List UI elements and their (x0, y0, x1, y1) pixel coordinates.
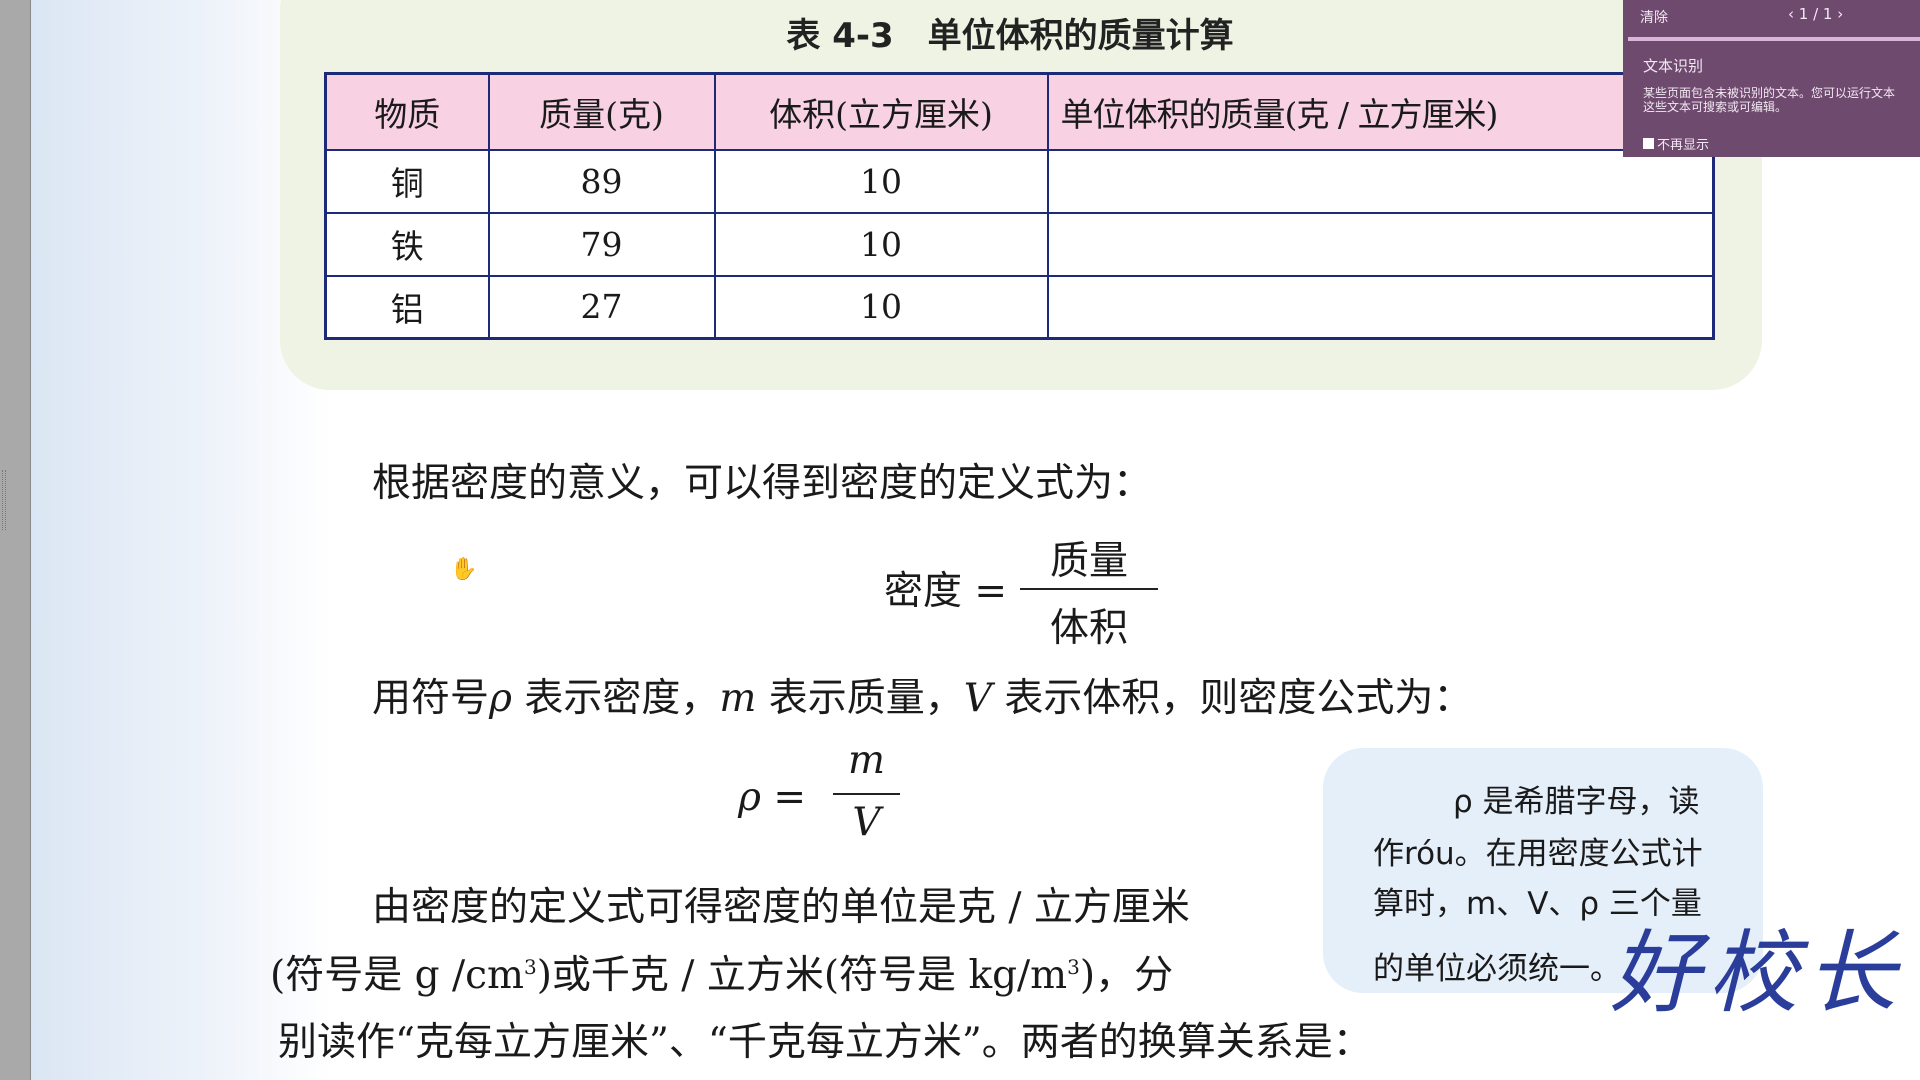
side-note: ρ 是希腊字母，读 作róu。在用密度公式计 算时，m、V、ρ 三个量 的单位必… (1323, 748, 1763, 993)
note-line: ρ 是希腊字母，读 (1453, 784, 1700, 820)
cell (1046, 148, 1715, 214)
text: 表示密度， (511, 676, 720, 721)
text: )或千克 / 立方米(符号是 kg/m (536, 953, 1068, 998)
splitter-grip[interactable] (2, 470, 6, 530)
cell (1046, 274, 1715, 340)
formula-lhs: ρ = (738, 775, 807, 820)
text: (符号是 g /cm (270, 953, 524, 998)
symbol-sentence: 用符号ρ 表示密度，m 表示质量，V 表示体积，则密度公式为： (372, 667, 1472, 723)
table-row: 铝 27 10 (324, 274, 1715, 340)
divider (1628, 37, 1920, 41)
definition-intro: 根据密度的意义，可以得到密度的定义式为： (372, 461, 1153, 506)
text-recognition-panel: 清除 ‹ 1 / 1 › 文本识别 某些页面包含未被识别的文本。您可以运行文本这… (1623, 0, 1920, 157)
note-line: 算时，m、V、ρ 三个量 (1373, 886, 1702, 922)
fraction-bar (833, 793, 900, 795)
checkbox-icon[interactable] (1643, 138, 1654, 149)
cell: 铝 (324, 274, 490, 340)
paragraph-line-3: 别读作“克每立方厘米”、“千克每立方米”。两者的换算关系是： (278, 1020, 1372, 1065)
cell: 10 (713, 148, 1049, 214)
text: 某些页面包含未被识别的文本。您可以运行文本 (1643, 86, 1896, 100)
note-line: 的单位必须统一。 (1373, 951, 1621, 987)
table-row: 铁 79 10 (324, 211, 1715, 277)
cell: 铜 (324, 148, 490, 214)
header-cell: 物质 (324, 72, 490, 151)
superscript: 3 (1067, 955, 1080, 979)
mass-volume-table: 物质 质量(克) 体积(立方厘米) 单位体积的质量(克 / 立方厘米) 铜 89 1… (324, 72, 1715, 340)
text: 表示体积，则密度公式为： (991, 676, 1473, 721)
rho: ρ (489, 676, 512, 721)
header-cell: 质量(克) (487, 72, 716, 151)
table-title: 表 4-3 单位体积的质量计算 (786, 16, 1234, 56)
hand-cursor-icon: ✋ (450, 557, 478, 582)
panel-message: 某些页面包含未被识别的文本。您可以运行文本 这些文本可搜索或可编辑。 (1643, 86, 1895, 114)
paragraph-line-2: (符号是 g /cm3)或千克 / 立方米(符号是 kg/m3)，分 (270, 944, 1173, 1000)
V: V (963, 676, 992, 721)
formula-denominator: V (852, 800, 881, 845)
note-line: 作róu。在用密度公式计 (1373, 836, 1703, 872)
table-row: 铜 89 10 (324, 148, 1715, 214)
dont-show-checkbox[interactable]: 不再显示 (1643, 134, 1709, 153)
cell (1046, 211, 1715, 277)
clear-button[interactable]: 清除 (1640, 10, 1668, 26)
left-scrollbar[interactable] (0, 0, 31, 1080)
formula-numerator: m (848, 738, 885, 783)
cell: 89 (487, 148, 716, 214)
checkbox-label: 不再显示 (1657, 138, 1710, 153)
page-navigator[interactable]: ‹ 1 / 1 › (1788, 5, 1844, 23)
panel-title: 文本识别 (1643, 57, 1704, 75)
cell: 79 (487, 211, 716, 277)
header-cell: 体积(立方厘米) (713, 72, 1049, 151)
cell: 27 (487, 274, 716, 340)
m: m (719, 676, 757, 721)
definition-lhs: 密度 = (884, 569, 1008, 614)
table-header-row: 物质 质量(克) 体积(立方厘米) 单位体积的质量(克 / 立方厘米) (324, 72, 1715, 151)
text: 表示质量， (756, 676, 964, 721)
text: 用符号 (372, 676, 490, 721)
definition-denominator: 体积 (1049, 606, 1128, 651)
cell: 10 (713, 274, 1049, 340)
definition-numerator: 质量 (1049, 539, 1128, 584)
cell: 10 (713, 211, 1049, 277)
superscript: 3 (523, 955, 537, 979)
paragraph-line-1: 由密度的定义式可得密度的单位是克 / 立方厘米 (372, 885, 1190, 930)
header-cell: 单位体积的质量(克 / 立方厘米) (1046, 72, 1715, 151)
cell: 铁 (324, 211, 490, 277)
fraction-bar (1020, 588, 1158, 590)
text: )，分 (1079, 953, 1174, 998)
text: 这些文本可搜索或可编辑。 (1643, 100, 1788, 114)
handwritten-annotation: 好校长 (1610, 921, 1904, 1026)
